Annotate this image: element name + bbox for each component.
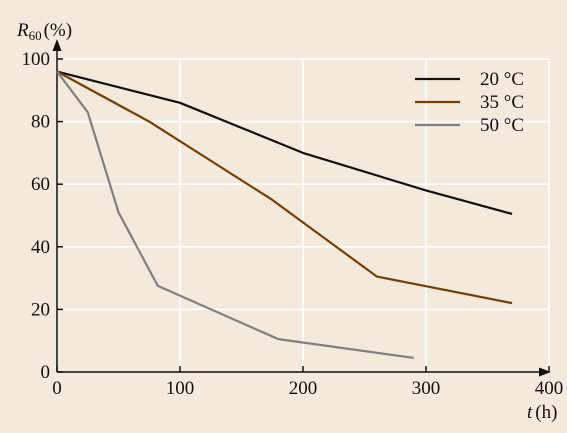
series-line-2 [56, 70, 513, 305]
x-tick-label-300: 300 [412, 378, 441, 399]
x-axis-label: t (h) [527, 402, 557, 423]
y-tick-label-100: 100 [22, 49, 51, 70]
y-tick-label-20: 20 [31, 299, 50, 320]
x-tick-label-0: 0 [52, 378, 62, 399]
x-axis-label-main: t [527, 402, 533, 423]
legend-label-3: 50 °C [480, 115, 524, 136]
x-axis-arrowhead [539, 367, 551, 377]
y-axis-label-unit: (%) [44, 20, 72, 41]
legend-label-2: 35 °C [480, 92, 524, 113]
y-tick-label-0: 0 [41, 362, 51, 383]
grid [57, 58, 550, 372]
x-axis-label-unit: (h) [535, 402, 557, 423]
legend-label-1: 20 °C [480, 69, 524, 90]
series-line-3 [56, 70, 414, 360]
y-axis-label: R60 (%) [16, 20, 72, 43]
y-axis-label-subscript: 60 [29, 28, 42, 43]
y-tick-label-80: 80 [31, 112, 50, 133]
tick-labels: 0 100 200 300 400 0 20 40 60 80 100 [22, 49, 564, 399]
y-tick-label-60: 60 [31, 174, 50, 195]
y-tick-label-40: 40 [31, 237, 50, 258]
axes [52, 39, 551, 377]
legend: 20 °C35 °C50 °C [415, 69, 524, 136]
x-tick-label-400: 400 [535, 378, 564, 399]
x-tick-label-200: 200 [289, 378, 318, 399]
y-axis-arrowhead [52, 39, 62, 51]
x-tick-label-100: 100 [166, 378, 195, 399]
series-lines [56, 70, 513, 360]
series-line-1 [56, 70, 513, 215]
y-axis-label-main: R [16, 20, 29, 41]
